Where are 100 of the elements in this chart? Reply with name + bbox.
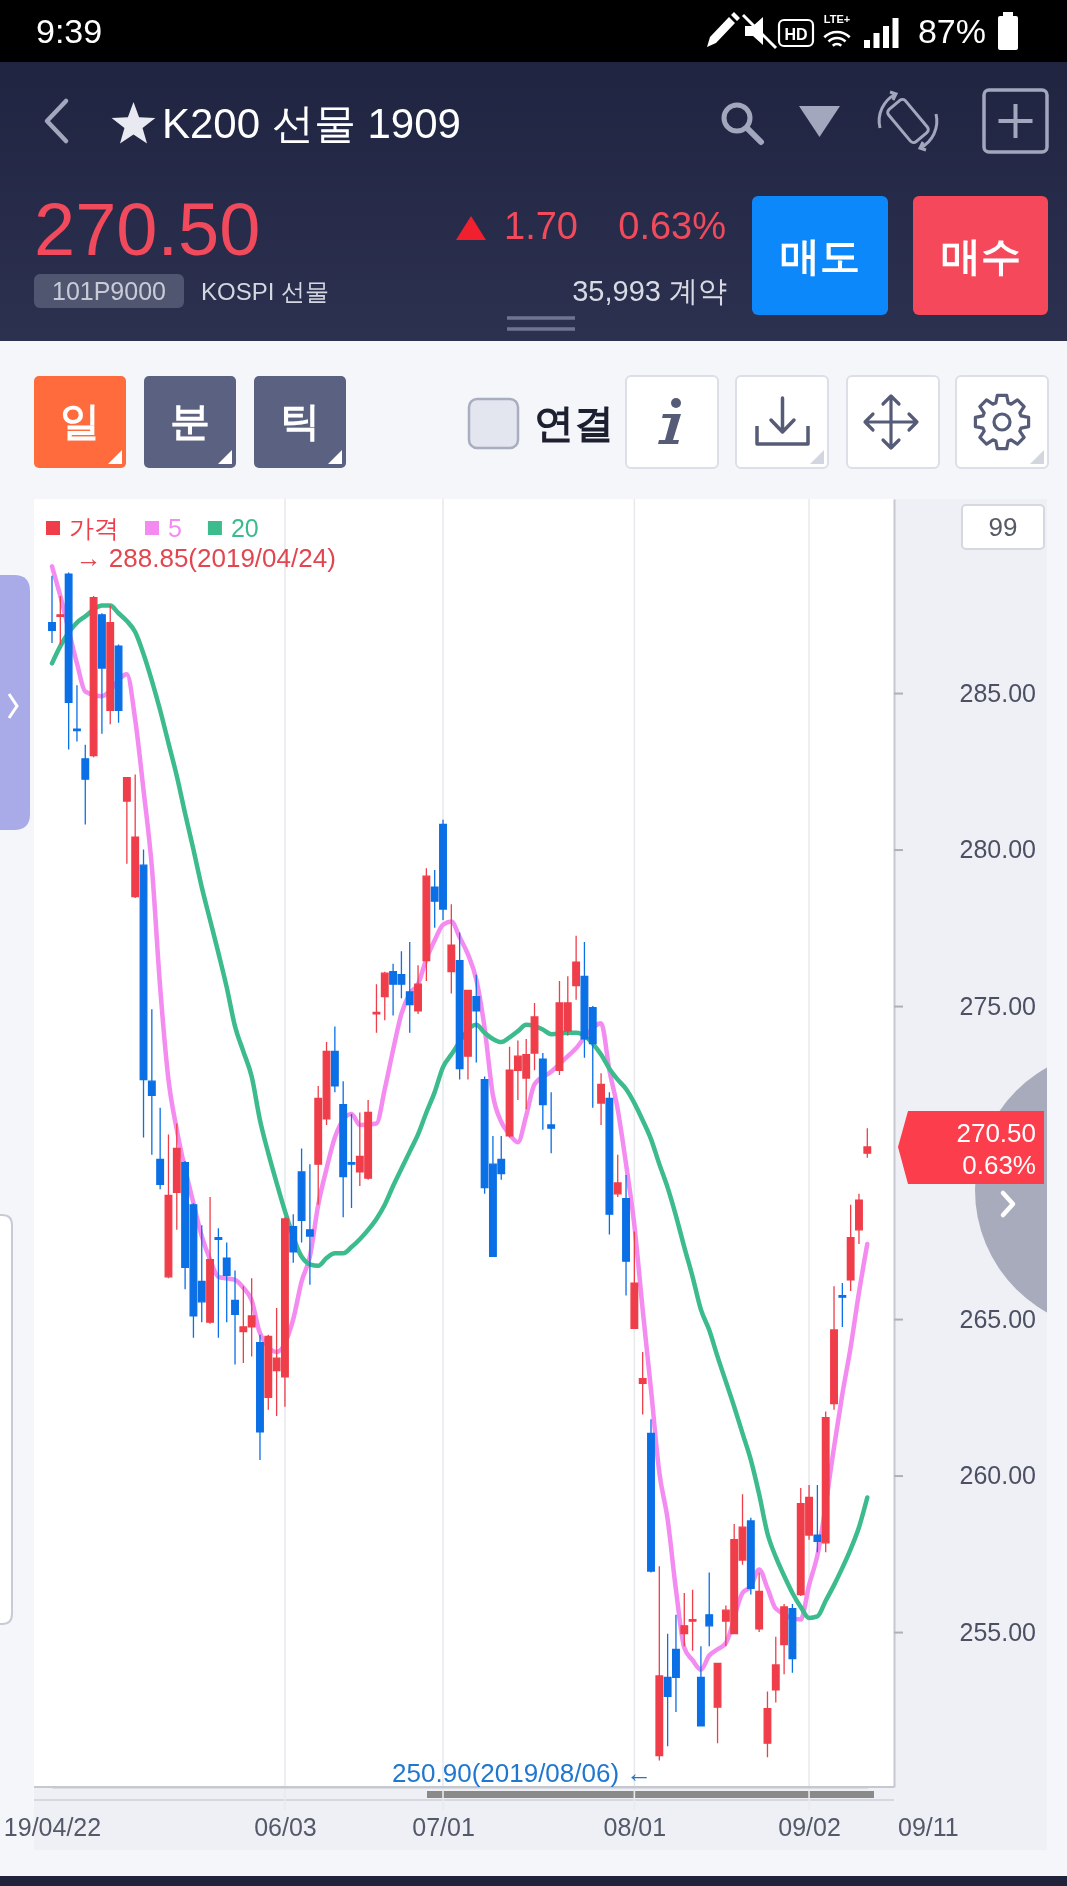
candlestick (547, 1091, 556, 1154)
legend-label: 가격 (69, 514, 119, 542)
candlestick (613, 1154, 622, 1198)
candlestick (597, 1072, 606, 1126)
text: 연결 (534, 401, 614, 445)
x-tick-label: 08/01 (603, 1812, 667, 1841)
x-tick-label: 07/01 (412, 1812, 475, 1841)
candlestick (172, 1122, 181, 1231)
candlestick (813, 1484, 822, 1553)
candlestick (863, 1127, 872, 1159)
candlestick (455, 931, 464, 1081)
text: 0.63% (962, 1149, 1036, 1180)
legend-label: 5 (168, 514, 182, 542)
candlestick (214, 1227, 223, 1339)
candlestick (755, 1571, 764, 1633)
candlestick (206, 1196, 215, 1325)
candlestick (64, 571, 73, 751)
candlestick (222, 1241, 231, 1323)
candlestick (414, 964, 422, 1015)
candlestick (447, 903, 456, 995)
candlestick (696, 1645, 705, 1727)
x-tick-label: 19/04/22 (3, 1812, 102, 1841)
candlestick (622, 1174, 630, 1297)
text: 9:39 (36, 12, 103, 50)
y-tick-label: 265.00 (959, 1304, 1036, 1333)
candlestick (838, 1282, 847, 1328)
text: 매수 (940, 234, 1021, 278)
text: KOSPI 선물 (201, 277, 330, 305)
candlestick (846, 1204, 855, 1292)
candlestick (106, 604, 115, 726)
text: 0.63% (618, 205, 726, 247)
candlestick (48, 575, 56, 644)
text: HD (784, 25, 808, 42)
candlestick (289, 1213, 298, 1264)
x-tick-label: 06/03 (254, 1812, 317, 1841)
legend-label: 20 (230, 514, 259, 542)
y-tick-label: 275.00 (959, 991, 1036, 1020)
candlestick (763, 1690, 772, 1758)
candlestick (73, 684, 81, 743)
text: 분 (170, 399, 210, 443)
candlestick (164, 1133, 173, 1280)
candlestick (705, 1571, 714, 1647)
candlestick (139, 848, 148, 1139)
text: 1.70 (504, 205, 578, 247)
y-tick-label: 285.00 (959, 678, 1036, 707)
candlestick (147, 1008, 156, 1156)
candlestick (114, 643, 123, 724)
candlestick (422, 867, 431, 982)
candlestick (330, 1025, 339, 1093)
candlestick (530, 1002, 539, 1071)
candlestick (830, 1285, 838, 1411)
candlestick (605, 1091, 614, 1236)
candlestick (713, 1662, 722, 1744)
candlestick (630, 1230, 639, 1330)
candlestick (538, 1052, 547, 1131)
candlestick (788, 1603, 797, 1674)
candlestick (305, 1163, 314, 1286)
text: LTE+ (823, 13, 851, 25)
candlestick (380, 970, 389, 1021)
candlestick (89, 595, 98, 758)
y-tick-label: 255.00 (959, 1617, 1036, 1646)
candlestick (680, 1592, 689, 1647)
candlestick (771, 1636, 780, 1704)
candlestick (472, 974, 481, 1064)
text: 매도 (780, 234, 860, 278)
annotation: 250.90(2019/08/06) ← (392, 1758, 653, 1789)
candlestick (97, 612, 106, 735)
annotation: → 288.85(2019/04/24) (75, 542, 336, 573)
text: 101P9000 (51, 277, 167, 305)
candlestick (572, 934, 581, 1001)
text: 09/11 (898, 1813, 959, 1841)
text: 99 (988, 512, 1018, 542)
candlestick (297, 1147, 306, 1244)
candlestick (855, 1193, 863, 1245)
candlestick (688, 1589, 697, 1652)
text: 270.50 (34, 187, 261, 271)
x-tick-label: 09/02 (778, 1812, 841, 1841)
candlestick (156, 1107, 165, 1190)
text: 35,993 계약 (572, 275, 727, 307)
text: 270.50 (956, 1118, 1036, 1149)
candlestick (464, 989, 472, 1081)
y-tick-label: 280.00 (959, 835, 1036, 864)
candlestick (655, 1565, 664, 1762)
candlestick (746, 1517, 755, 1596)
candlestick (821, 1410, 830, 1553)
candlestick (256, 1334, 264, 1461)
candlestick (647, 1418, 655, 1574)
candlestick (231, 1269, 239, 1366)
candlestick (372, 983, 381, 1034)
text: 일 (60, 399, 100, 443)
candlestick (638, 1351, 647, 1416)
chart-title: K200 선물 1909 (162, 99, 461, 147)
candlestick (56, 595, 65, 646)
candlestick (405, 941, 414, 1034)
candlestick (122, 776, 131, 865)
candlestick (81, 744, 90, 826)
y-tick-label: 260.00 (959, 1461, 1036, 1490)
candlestick (780, 1603, 789, 1675)
text: 87% (917, 12, 986, 50)
candlestick (131, 773, 140, 899)
